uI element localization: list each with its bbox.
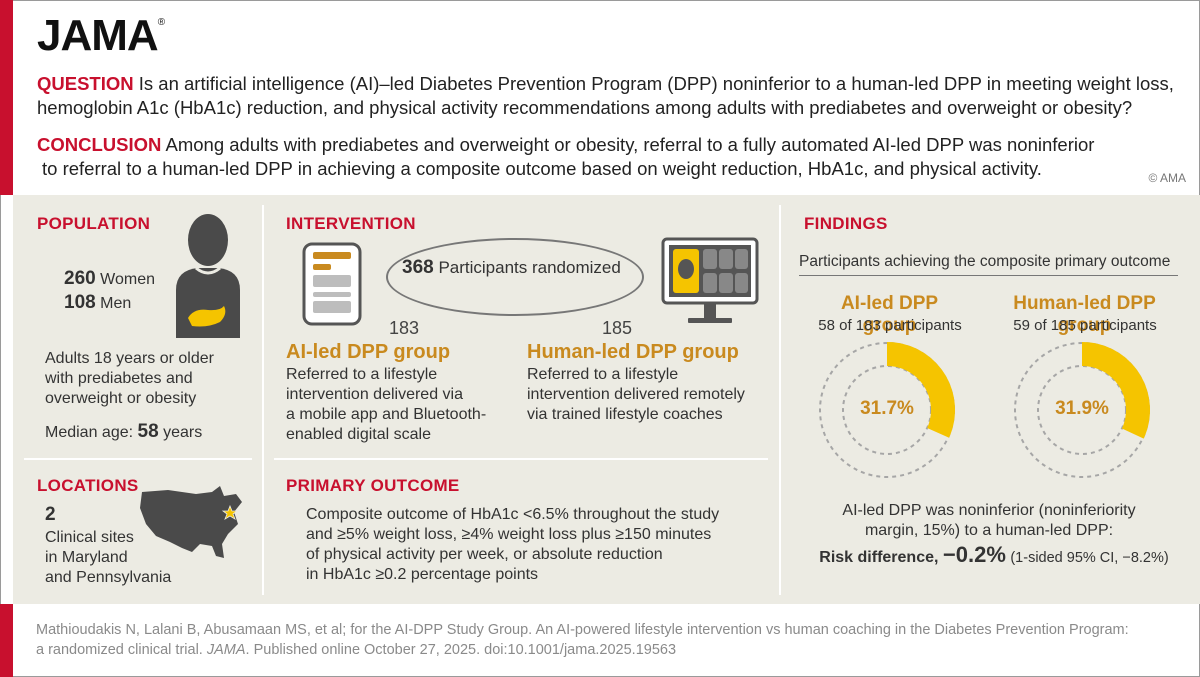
population-title: POPULATION xyxy=(37,214,151,233)
copyright: © AMA xyxy=(1148,171,1186,185)
human-percent-label: 31.9% xyxy=(1055,398,1109,419)
donut-slice xyxy=(1082,342,1150,439)
findings-human-sub: 59 of 185 participants xyxy=(1013,317,1157,334)
donut-slice xyxy=(887,342,955,438)
divider-intervention xyxy=(274,458,768,460)
conclusion-block: CONCLUSION Among adults with prediabetes… xyxy=(37,133,1187,181)
conclusion-label: CONCLUSION xyxy=(37,134,162,155)
noninferiority-note: AI-led DPP was noninferior (noninferiori… xyxy=(842,502,1136,539)
findings-human-title: Human-led DPP group xyxy=(1013,293,1156,336)
randomized-label: 368 Participants randomized xyxy=(402,257,621,278)
jama-logo: JAMA® xyxy=(37,11,166,60)
randomized-ellipse xyxy=(386,238,644,316)
question-block: QUESTION Is an artificial intelligence (… xyxy=(37,72,1187,120)
divider-2 xyxy=(779,205,781,595)
mobile-app-icon xyxy=(302,242,362,326)
ai-donut-chart xyxy=(819,342,955,478)
conclusion-line-2: to referral to a human-led DPP in achiev… xyxy=(42,158,1042,179)
men-count: 108 Men xyxy=(64,292,132,313)
ai-percent-label: 31.7% xyxy=(860,398,914,419)
population-description: Adults 18 years or older with prediabete… xyxy=(45,350,214,407)
site-star-icon xyxy=(221,504,239,520)
conclusion-line-1: Among adults with prediabetes and overwe… xyxy=(165,134,1095,155)
divider-1 xyxy=(262,205,264,595)
women-count: 260 Women xyxy=(64,268,155,289)
us-map-icon xyxy=(140,486,242,558)
locations-description: Clinical sites in Maryland and Pennsylva… xyxy=(45,529,172,586)
ai-group-description: Referred to a lifestyle intervention del… xyxy=(286,366,487,443)
findings-ai-sub: 58 of 183 participants xyxy=(818,317,962,334)
findings-ai-title: AI-led DPP group xyxy=(840,293,939,336)
findings-subtitle: Participants achieving the composite pri… xyxy=(799,253,1171,270)
divider-population xyxy=(24,458,252,460)
median-age: Median age: 58 years xyxy=(45,421,203,442)
risk-difference: Risk difference, −0.2% (1-sided 95% CI, … xyxy=(819,542,1169,567)
locations-title: LOCATIONS xyxy=(37,476,139,495)
locations-count: 2 xyxy=(45,504,56,525)
question-label: QUESTION xyxy=(37,73,134,94)
findings-title: FINDINGS xyxy=(804,214,888,233)
primary-outcome-description: Composite outcome of HbA1c <6.5% through… xyxy=(306,506,720,583)
human-group-title: Human-led DPP group xyxy=(527,341,739,363)
primary-outcome-title: PRIMARY OUTCOME xyxy=(286,476,460,495)
citation: Mathioudakis N, Lalani B, Abusamaan MS, … xyxy=(36,622,1129,658)
intervention-title: INTERVENTION xyxy=(286,214,416,233)
video-call-monitor-icon xyxy=(661,237,759,323)
question-line-2: hemoglobin A1c (HbA1c) reduction, and ph… xyxy=(37,97,1133,118)
red-accent-bar-bottom xyxy=(0,604,13,677)
human-group-count: 185 xyxy=(602,318,633,338)
ai-group-count: 183 xyxy=(389,318,420,338)
ai-group-title: AI-led DPP group xyxy=(286,341,451,363)
red-accent-bar-top xyxy=(0,0,13,195)
human-group-description: Referred to a lifestyle intervention del… xyxy=(527,366,745,423)
person-icon xyxy=(176,214,240,338)
findings-subtitle-rule xyxy=(799,275,1178,276)
question-line-1: Is an artificial intelligence (AI)–led D… xyxy=(138,73,1174,94)
human-donut-chart xyxy=(1014,342,1150,478)
